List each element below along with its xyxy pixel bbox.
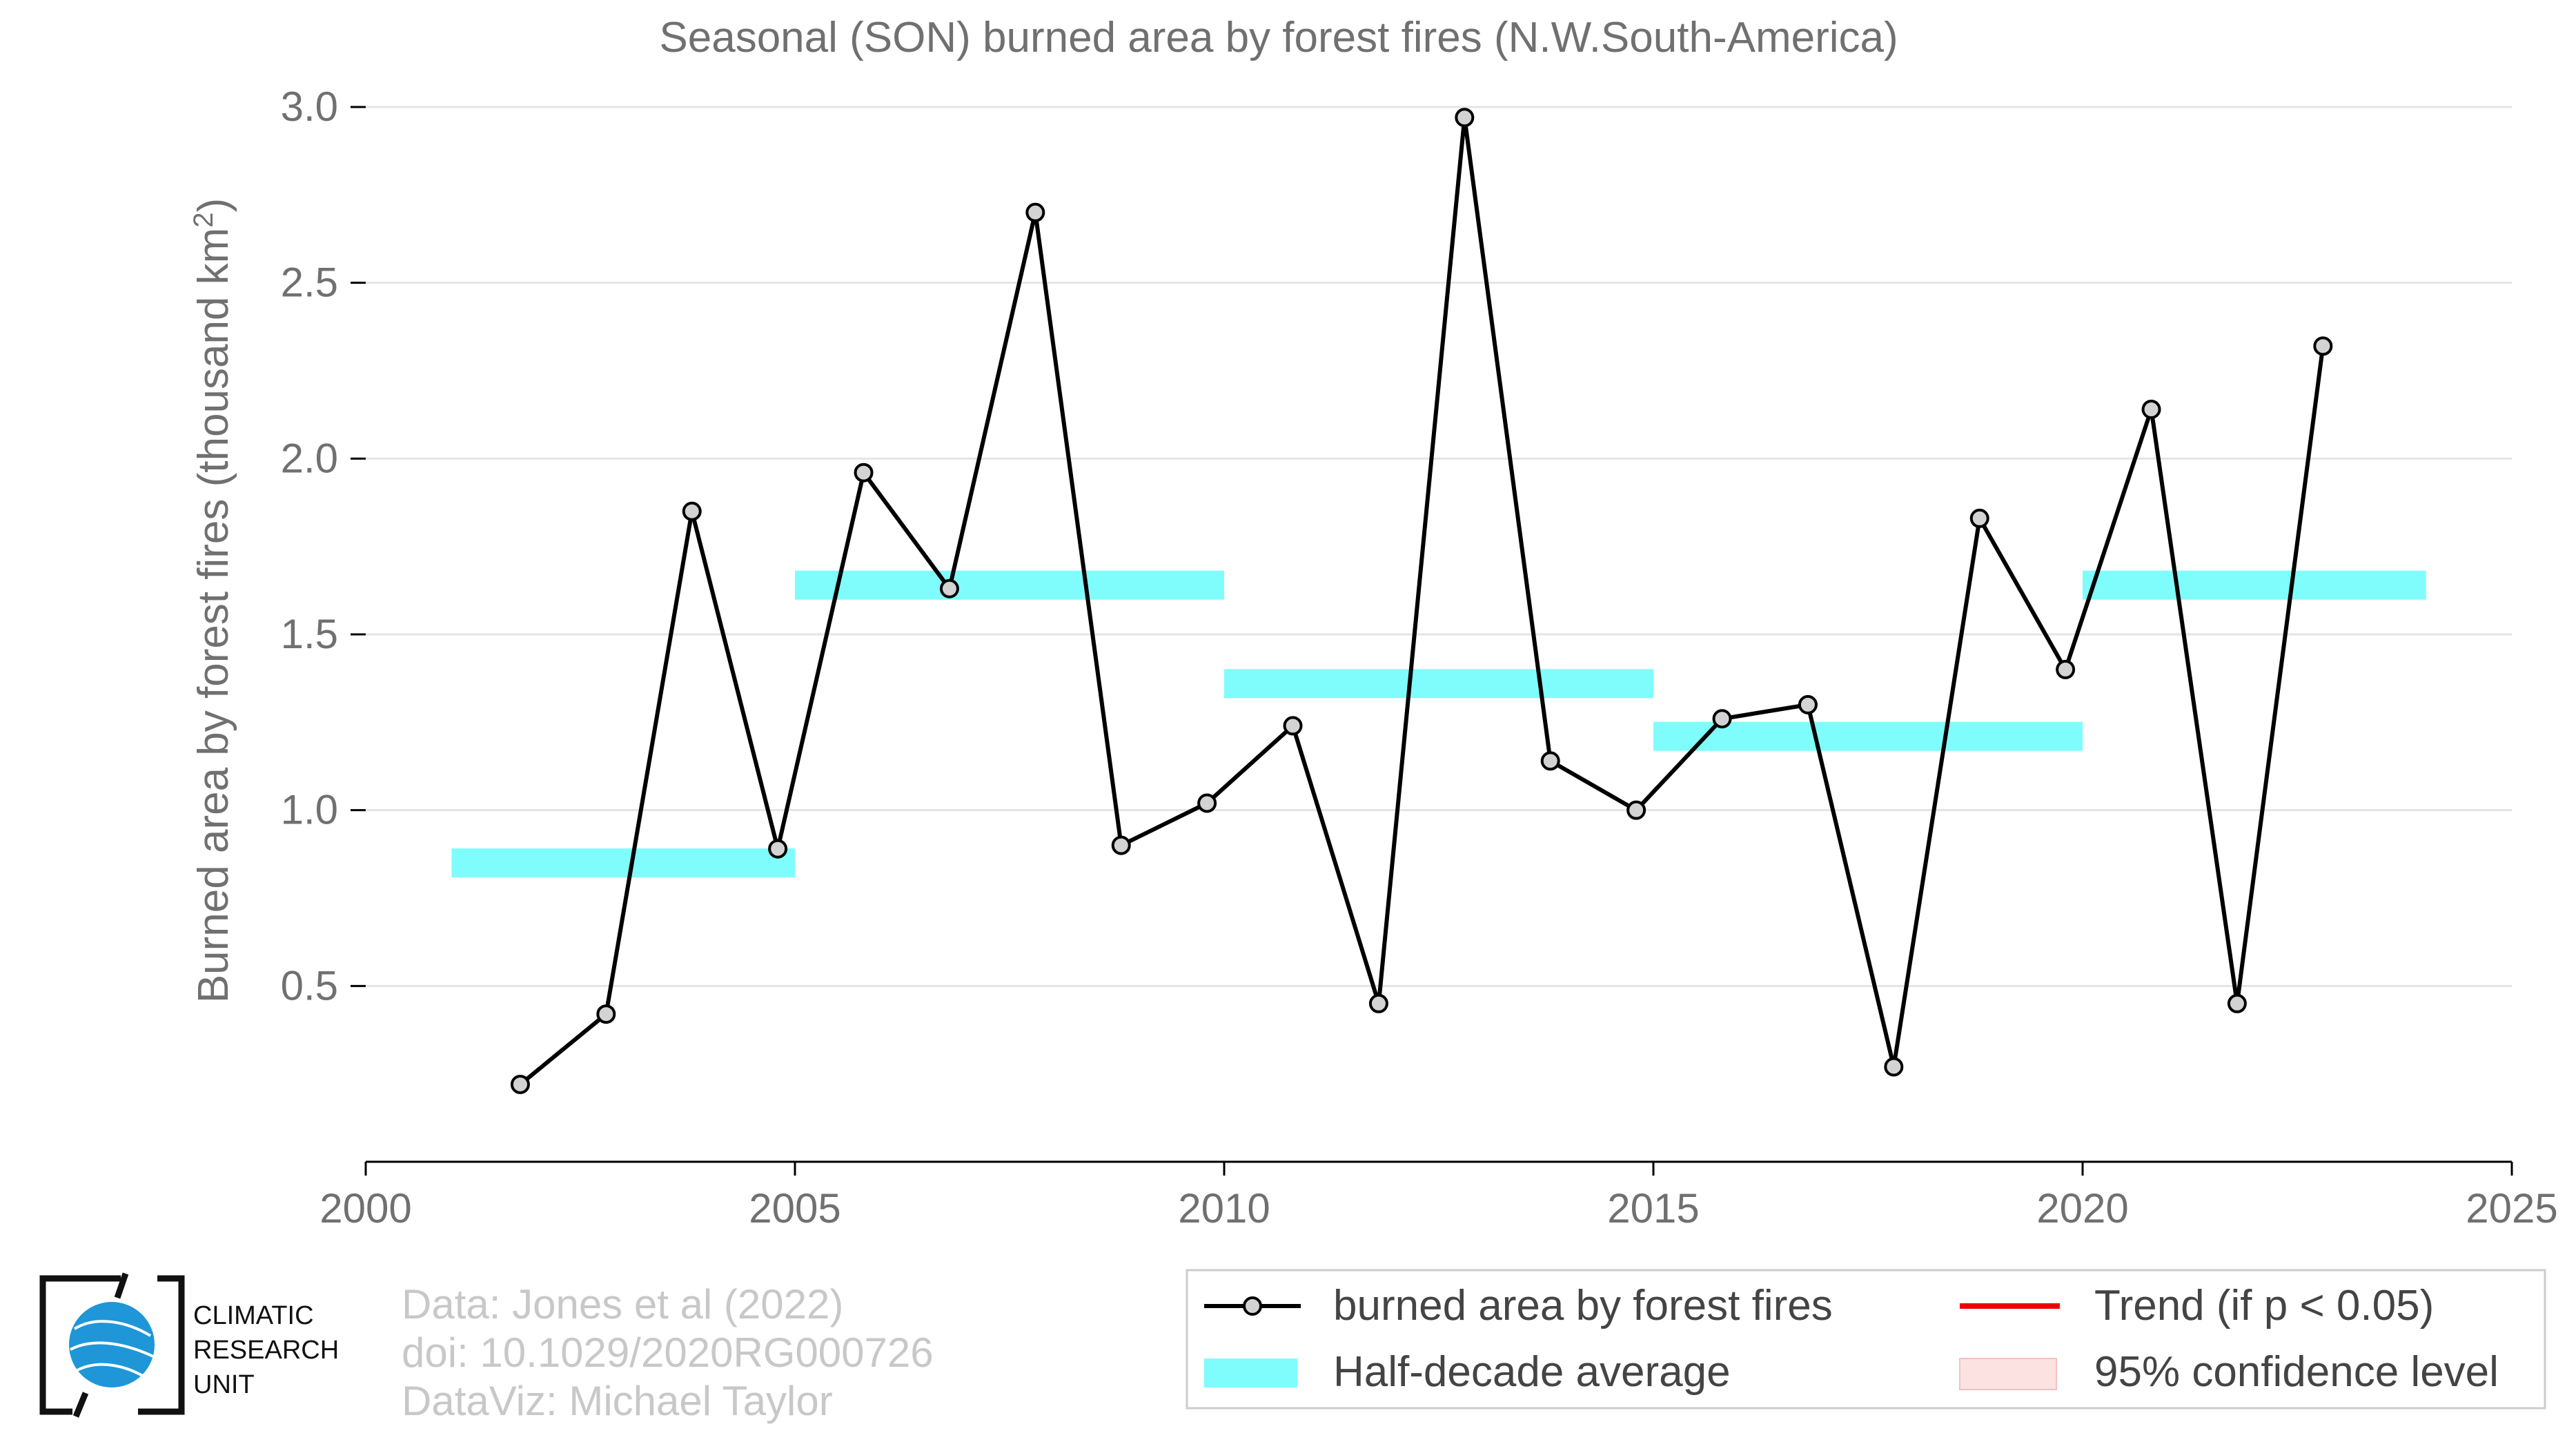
- data-point-marker: [1712, 709, 1732, 729]
- data-point-marker: [854, 462, 874, 483]
- data-point-marker: [2141, 400, 2161, 420]
- data-point-marker: [1111, 835, 1131, 855]
- cru-logo: CLIMATIC RESEARCH UNIT: [39, 1272, 339, 1418]
- data-point-marker: [1798, 694, 1818, 714]
- credit-doi: doi: 10.1029/2020RG000726: [402, 1330, 934, 1376]
- data-point-marker: [1969, 508, 1989, 528]
- data-point-marker: [682, 501, 702, 521]
- legend-series-label: burned area by forest fires: [1333, 1282, 1833, 1330]
- y-tick-label: 1.0: [281, 787, 338, 833]
- x-tick-label: 2010: [1178, 1185, 1270, 1231]
- logo-line-3: UNIT: [193, 1370, 255, 1399]
- y-tick-label: 2.0: [281, 435, 338, 481]
- credit-data-source: Data: Jones et al (2022): [402, 1281, 843, 1327]
- legend-confidence-swatch: [1959, 1358, 2057, 1390]
- x-tick-label: 2020: [2036, 1185, 2128, 1231]
- legend: burned area by forest fires Half-decade …: [1186, 1269, 2546, 1410]
- data-point-marker: [1540, 751, 1560, 771]
- x-tick-label: 2000: [319, 1185, 411, 1231]
- half-decade-average-bar: [1224, 669, 1653, 699]
- y-tick-label: 1.5: [281, 611, 338, 657]
- credit-dataviz: DataViz: Michael Taylor: [402, 1378, 833, 1424]
- y-axis-label-main: Burned area by forest fires (thousand km: [190, 228, 237, 1003]
- data-point-marker: [1025, 202, 1045, 222]
- data-point-marker: [510, 1074, 530, 1094]
- x-tick-label: 2015: [1607, 1185, 1699, 1231]
- legend-half-decade-swatch: [1204, 1359, 1297, 1387]
- data-point-marker: [2056, 659, 2076, 679]
- series-burned-area: [510, 108, 2333, 1094]
- legend-frame: [1186, 1269, 2546, 1410]
- data-point-marker: [1455, 108, 1475, 128]
- half-decade-average-bar: [2083, 570, 2426, 600]
- y-axis-label-close: ): [190, 198, 237, 213]
- logo-bracket: [39, 1275, 185, 1415]
- logo-line-2: RESEARCH: [193, 1336, 339, 1365]
- legend-half-decade-label: Half-decade average: [1333, 1348, 1731, 1396]
- half-decade-average-bar: [795, 570, 1224, 600]
- x-tick-label: 2025: [2466, 1185, 2557, 1231]
- data-point-marker: [1197, 793, 1217, 813]
- data-point-marker: [1884, 1057, 1904, 1077]
- logo-slash: [72, 1272, 129, 1418]
- y-tick-label: 0.5: [281, 962, 338, 1009]
- y-axis-label-superscript: 2: [188, 212, 219, 227]
- legend-trend-label: Trend (if p < 0.05): [2094, 1282, 2434, 1330]
- y-tick-label: 2.5: [281, 260, 338, 306]
- chart-title: Seasonal (SON) burned area by forest fir…: [659, 14, 1898, 61]
- axes: 0.5 1.0 1.5 2.0 2.5 3.0 2000 2005 2010 2015 2020 20…: [281, 84, 2558, 1231]
- half-decade-average-bar: [451, 848, 795, 878]
- series-line: [519, 117, 2326, 1087]
- y-tick-label: 3.0: [281, 84, 338, 130]
- data-point-marker: [596, 1004, 616, 1024]
- legend-confidence-label: 95% confidence level: [2094, 1348, 2499, 1396]
- globe-swirl: [70, 1320, 154, 1379]
- legend-series-marker-swatch: [1243, 1296, 1262, 1316]
- half-decade-average-bars: [451, 570, 2426, 878]
- data-point-marker: [1626, 800, 1646, 820]
- x-tick-label: 2005: [749, 1185, 840, 1231]
- data-point-marker: [939, 578, 959, 598]
- data-point-marker: [768, 839, 788, 859]
- logo-line-1: CLIMATIC: [193, 1301, 314, 1330]
- data-point-marker: [2227, 993, 2247, 1013]
- y-axis-label: Burned area by forest fires (thousand km…: [188, 198, 237, 1003]
- data-point-marker: [1368, 993, 1388, 1013]
- data-point-marker: [2313, 336, 2333, 356]
- data-point-marker: [1283, 716, 1303, 736]
